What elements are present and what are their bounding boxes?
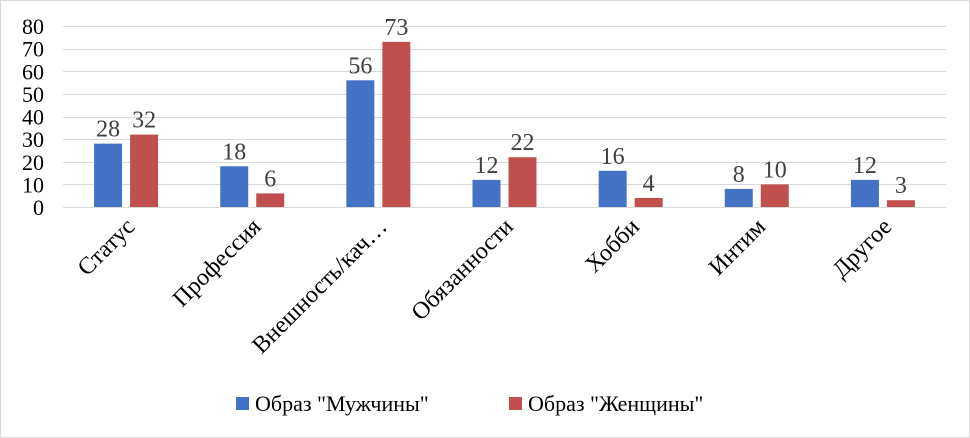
data-label: 6 — [264, 166, 276, 192]
data-label: 16 — [601, 144, 625, 170]
y-tick-label: 30 — [22, 127, 44, 152]
data-label: 10 — [763, 157, 787, 183]
legend-label: Образ "Женщины" — [528, 391, 703, 416]
bars — [94, 41, 915, 208]
category-label: Профессия — [168, 214, 267, 313]
gridlines — [63, 26, 946, 208]
category-label: Интим — [704, 214, 771, 281]
bar-women-1 — [256, 193, 285, 207]
category-label: Статус — [73, 214, 140, 281]
y-tick-label: 60 — [22, 59, 44, 84]
bar-women-0 — [130, 134, 159, 207]
data-label: 28 — [96, 117, 120, 143]
category-label: Другое — [828, 214, 897, 283]
data-label: 4 — [643, 171, 655, 197]
category-label: Внешность/кач… — [247, 214, 392, 359]
data-label: 8 — [733, 162, 745, 188]
y-tick-label: 70 — [22, 37, 44, 62]
bar-men-0 — [94, 143, 123, 207]
y-tick-label: 50 — [22, 82, 44, 107]
y-tick-label: 20 — [22, 150, 44, 175]
y-tick-label: 80 — [22, 14, 44, 39]
bar-women-3 — [508, 157, 537, 207]
data-labels: 28 32 18 6 56 73 12 22 16 4 8 10 12 3 — [96, 15, 907, 199]
data-label: 73 — [384, 15, 408, 41]
bar-men-3 — [472, 179, 501, 207]
bar-men-6 — [850, 179, 879, 207]
data-label: 22 — [511, 130, 535, 156]
data-label: 3 — [895, 173, 907, 199]
bar-men-1 — [220, 166, 249, 207]
legend-swatch — [509, 397, 522, 410]
bar-men-2 — [346, 80, 375, 207]
bar-men-4 — [598, 170, 627, 207]
data-label: 12 — [853, 153, 877, 179]
legend: Образ "Мужчины" Образ "Женщины" — [236, 391, 703, 416]
bar-men-5 — [724, 188, 753, 207]
category-label: Обязанности — [407, 214, 519, 326]
y-tick-label: 40 — [22, 105, 44, 130]
data-label: 18 — [222, 139, 246, 165]
data-label: 12 — [475, 153, 499, 179]
bar-women-4 — [634, 197, 663, 207]
legend-swatch — [236, 397, 249, 410]
data-label: 32 — [132, 108, 156, 134]
legend-label: Образ "Мужчины" — [255, 391, 429, 416]
y-tick-label: 0 — [33, 195, 44, 220]
bar-women-2 — [382, 41, 411, 208]
bar-women-5 — [760, 184, 789, 207]
category-label: Хобби — [580, 214, 645, 279]
y-tick-label: 10 — [22, 172, 44, 197]
data-label: 56 — [348, 53, 372, 79]
bar-women-6 — [886, 200, 915, 207]
